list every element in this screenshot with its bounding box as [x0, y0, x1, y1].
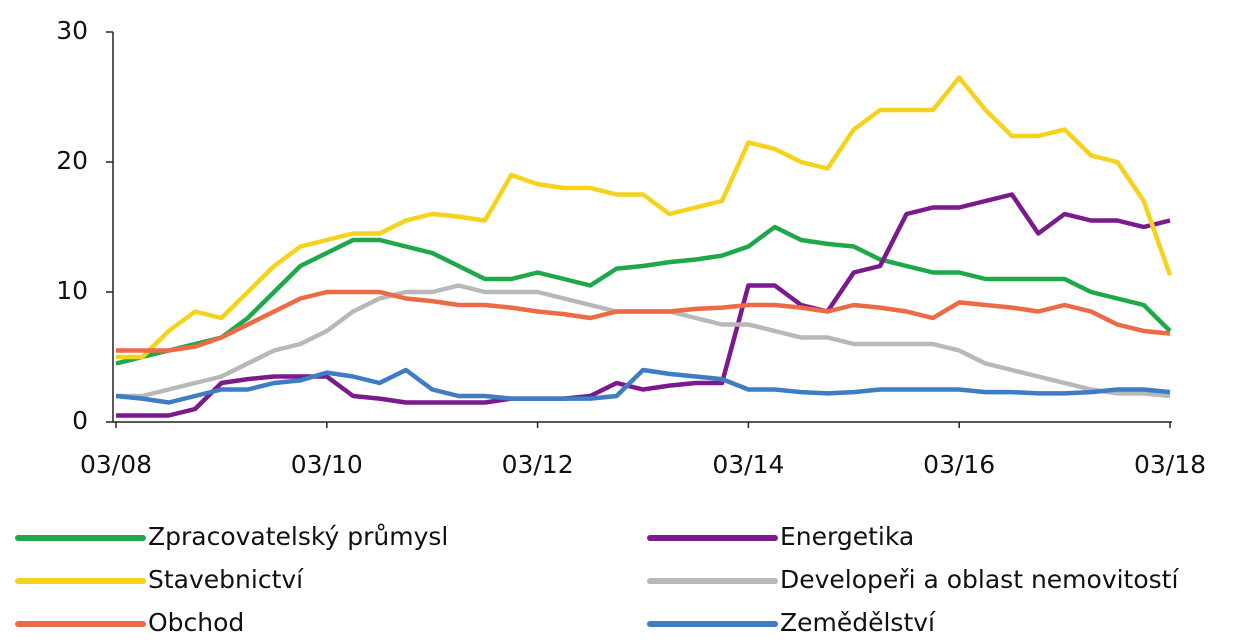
legend-label: Energetika — [780, 522, 914, 551]
x-tick-label: 03/12 — [502, 450, 574, 479]
legend-label: Developeři a oblast nemovitostí — [780, 565, 1179, 594]
y-tick-label: 30 — [56, 16, 88, 45]
legend-label: Stavebnictví — [148, 565, 304, 594]
legend-label: Zemědělství — [780, 608, 936, 637]
legend-label: Obchod — [148, 608, 244, 637]
series-line — [116, 75, 1173, 360]
y-tick-label: 20 — [56, 146, 88, 175]
y-tick-label: 0 — [72, 406, 88, 435]
x-tick-label: 03/10 — [291, 450, 363, 479]
x-tick-label: 03/18 — [1134, 450, 1206, 479]
x-tick-label: 03/16 — [923, 450, 995, 479]
y-tick-label: 10 — [56, 276, 88, 305]
series-line — [115, 367, 1171, 405]
x-tick-label: 03/14 — [712, 450, 784, 479]
series-line — [116, 283, 1171, 399]
legend-label: Zpracovatelský průmysl — [148, 522, 448, 551]
series-line — [115, 224, 1172, 366]
series-line — [116, 192, 1171, 418]
series-line — [116, 289, 1171, 353]
x-tick-label: 03/08 — [80, 450, 152, 479]
